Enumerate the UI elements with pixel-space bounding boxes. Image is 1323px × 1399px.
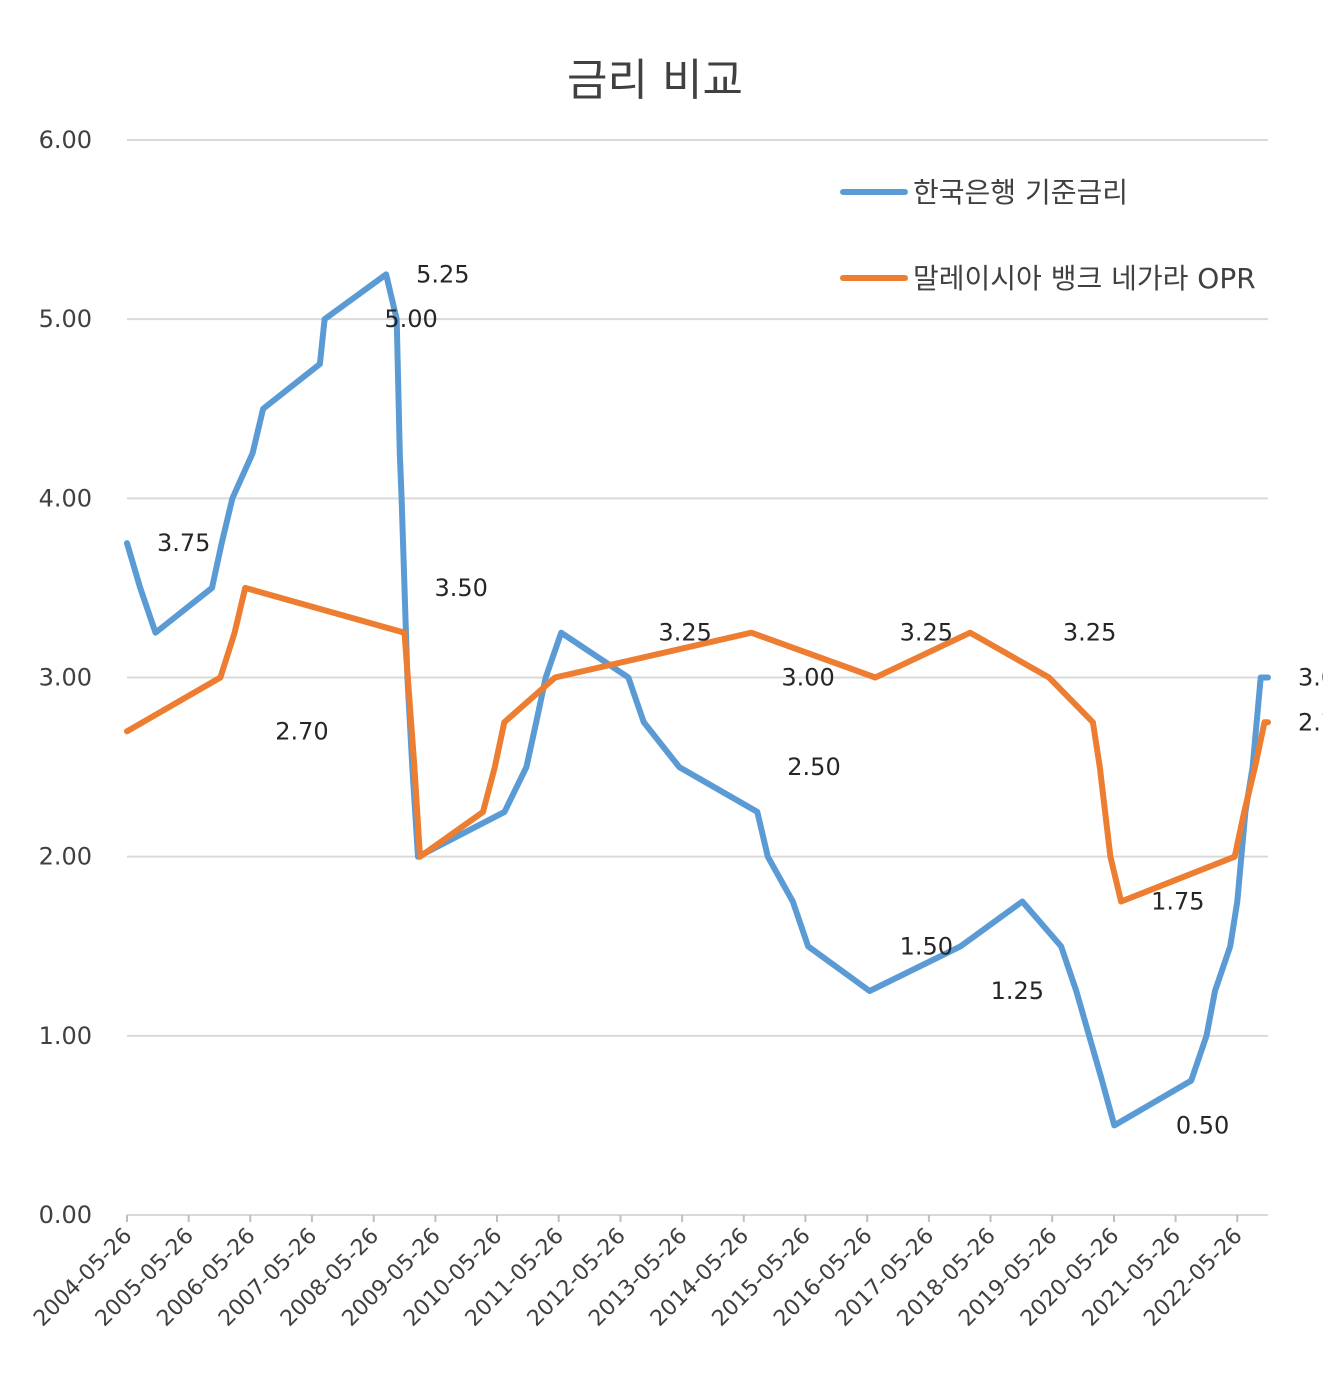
series-lines [124, 271, 1271, 1129]
data-labels: 3.75 5.25 5.00 2.70 3.50 3.25 3.00 2.50 3.25 3.25… [157, 260, 1323, 1139]
data-label: 3.25 [658, 619, 711, 647]
y-tick-label: 0.00 [39, 1201, 92, 1229]
x-axis: 2004-05-262005-05-262006-05-262007-05-26… [29, 1214, 1268, 1332]
series-line-1 [124, 584, 1271, 905]
gridlines [127, 139, 1268, 1037]
y-tick-label: 5.00 [39, 305, 92, 333]
chart-title: 금리 비교 [567, 55, 743, 106]
data-label: 3.25 [900, 619, 953, 647]
data-label: 2.50 [787, 753, 840, 781]
data-label: 5.00 [384, 305, 437, 333]
y-tick-label: 4.00 [39, 484, 92, 512]
data-label: 3.75 [157, 529, 210, 557]
data-label: 3.50 [434, 574, 487, 602]
legend-label-0: 한국은행 기준금리 [913, 176, 1128, 209]
series-line-0 [124, 271, 1271, 1129]
data-label: 3.00 [781, 664, 834, 692]
data-label: 5.25 [416, 260, 469, 288]
data-label: 1.50 [900, 932, 953, 960]
y-tick-label: 2.00 [39, 843, 92, 871]
data-label: 0.50 [1176, 1111, 1229, 1139]
data-label: 2.70 [275, 717, 328, 745]
data-label: 2.75 [1298, 708, 1323, 736]
legend-label-1: 말레이시아 뱅크 네가라 OPR [913, 262, 1256, 295]
data-label: 1.25 [991, 977, 1044, 1005]
data-label: 3.25 [1063, 619, 1116, 647]
y-axis-ticks: 0.00 1.00 2.00 3.00 4.00 5.00 6.00 [39, 126, 92, 1229]
y-tick-label: 3.00 [39, 664, 92, 692]
y-tick-label: 1.00 [39, 1022, 92, 1050]
data-label: 3.00 [1298, 664, 1323, 692]
y-tick-label: 6.00 [39, 126, 92, 154]
data-label: 1.75 [1151, 887, 1204, 915]
